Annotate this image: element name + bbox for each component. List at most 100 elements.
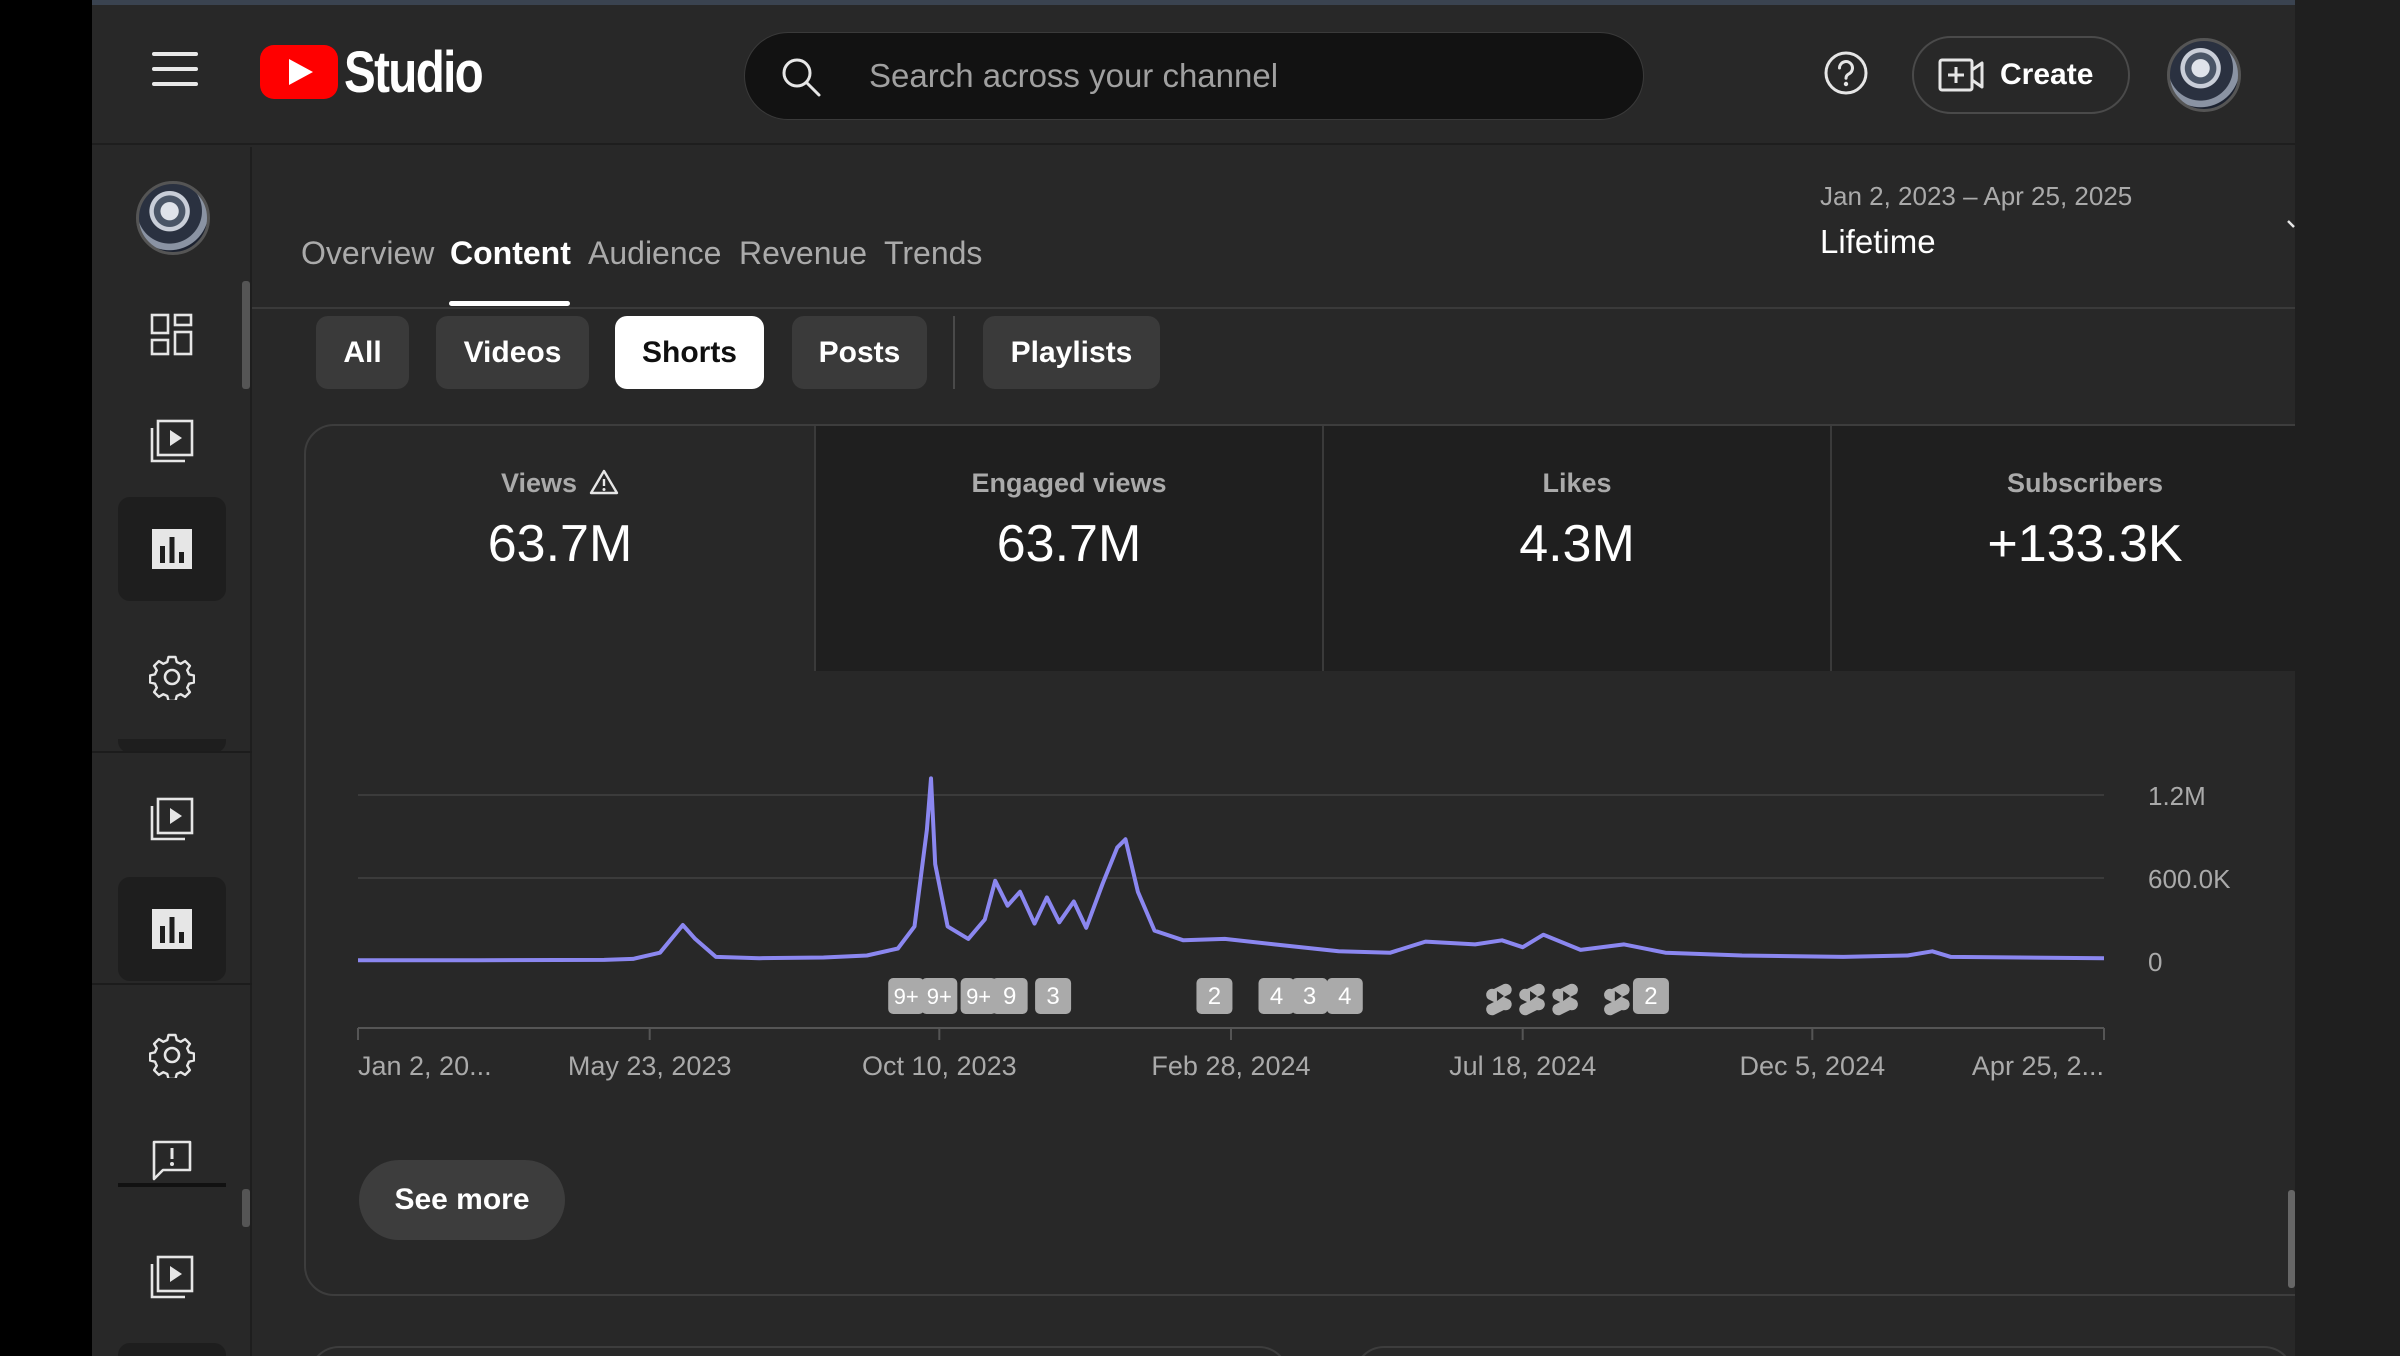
content-scrollbar[interactable] xyxy=(2288,1190,2295,1288)
warning-icon[interactable] xyxy=(589,468,619,496)
create-label: Create xyxy=(2000,58,2094,91)
window-edge xyxy=(2295,0,2400,1356)
upload-marker-label: 2 xyxy=(1208,983,1221,1010)
sidebar-scrollbar[interactable] xyxy=(242,1189,250,1227)
metric-subscribers[interactable]: Subscribers +133.3K xyxy=(1830,426,2295,671)
upload-marker-label: 4 xyxy=(1338,983,1351,1010)
filter-chip-all[interactable]: All xyxy=(316,316,409,389)
logo-text: Studio xyxy=(344,39,484,105)
upload-marker-label: 3 xyxy=(1303,983,1316,1010)
upload-marker[interactable]: 4 xyxy=(1326,978,1363,1014)
upload-marker[interactable]: 3 xyxy=(1291,978,1328,1014)
filter-chip-videos[interactable]: Videos xyxy=(436,316,589,389)
see-more-button[interactable]: See more xyxy=(359,1160,565,1240)
metric-value: 63.7M xyxy=(996,515,1142,573)
date-period-selector[interactable]: Lifetime xyxy=(1820,223,1936,260)
metric-value: +133.3K xyxy=(1987,515,2183,573)
metrics-card: Views 63.7M Engaged views 63.7M Likes 4.… xyxy=(304,424,2295,1296)
metric-views[interactable]: Views 63.7M xyxy=(306,426,814,671)
channel-avatar[interactable] xyxy=(136,181,210,255)
metric-label: Views xyxy=(306,468,814,499)
upload-marker-label: 9+ xyxy=(894,984,919,1009)
shorts-icon[interactable] xyxy=(1519,983,1545,1016)
shorts-icon[interactable] xyxy=(1552,983,1578,1016)
next-card-edge xyxy=(1354,1346,2294,1356)
settings-icon xyxy=(149,1033,195,1078)
sidebar-section-edge xyxy=(118,1343,226,1356)
upload-marker[interactable]: 9+ xyxy=(960,978,997,1014)
filter-chip-shorts[interactable]: Shorts xyxy=(615,316,764,389)
menu-icon[interactable] xyxy=(152,52,198,92)
filter-chip-posts[interactable]: Posts xyxy=(792,316,927,389)
upload-marker[interactable]: 9+ xyxy=(888,978,925,1014)
upload-marker[interactable]: 9+ xyxy=(921,978,958,1014)
x-tick-label: May 23, 2023 xyxy=(568,1051,732,1081)
x-tick-label: Oct 10, 2023 xyxy=(862,1051,1017,1081)
sidebar-item-content-3[interactable] xyxy=(118,1225,226,1329)
studio-app: Studio Create xyxy=(92,0,2295,1356)
tab-content[interactable]: Content xyxy=(450,235,571,271)
metric-value: 4.3M xyxy=(1519,515,1635,573)
analytics-icon xyxy=(152,529,192,569)
left-sidebar xyxy=(92,147,252,1356)
metric-label: Likes xyxy=(1542,468,1612,498)
upload-marker-label: 9 xyxy=(1003,983,1016,1010)
metric-value: 63.7M xyxy=(487,515,633,573)
upload-marker[interactable]: 2 xyxy=(1196,978,1233,1014)
upload-marker-label: 9+ xyxy=(966,984,991,1009)
shorts-icon[interactable] xyxy=(1486,983,1512,1016)
metric-label: Subscribers xyxy=(2006,468,2164,498)
y-tick-label: 1.2M xyxy=(2148,781,2206,811)
account-avatar[interactable] xyxy=(2167,38,2241,112)
sidebar-section-edge xyxy=(118,739,226,753)
sidebar-item-feedback[interactable] xyxy=(118,1109,226,1213)
next-card-edge xyxy=(309,1346,1289,1356)
upload-marker[interactable]: 2 xyxy=(1632,978,1669,1014)
x-tick-label: Feb 28, 2024 xyxy=(1151,1051,1310,1081)
tab-overview[interactable]: Overview xyxy=(301,235,435,271)
x-tick-label: Apr 25, 2... xyxy=(1972,1051,2104,1081)
tab-audience[interactable]: Audience xyxy=(588,235,722,271)
search-bar[interactable] xyxy=(744,32,1644,120)
tab-trends[interactable]: Trends xyxy=(884,235,983,271)
tab-revenue[interactable]: Revenue xyxy=(739,235,868,271)
x-tick-label: Jul 18, 2024 xyxy=(1449,1051,1596,1081)
date-range-text[interactable]: Jan 2, 2023 – Apr 25, 2025 xyxy=(1820,181,2133,211)
settings-icon xyxy=(149,655,195,700)
x-tick-label: Jan 2, 20... xyxy=(358,1051,492,1081)
help-icon[interactable] xyxy=(1823,50,1869,96)
analytics-icon xyxy=(152,909,192,949)
add-video-icon xyxy=(1938,58,1984,92)
sidebar-item-settings[interactable] xyxy=(118,625,226,729)
chevron-down-icon[interactable] xyxy=(2286,217,2295,233)
youtube-play-icon xyxy=(260,45,338,99)
create-button[interactable]: Create xyxy=(1912,36,2130,114)
dashboard-icon xyxy=(150,313,193,356)
sidebar-item-content[interactable] xyxy=(118,389,226,493)
upload-marker[interactable]: 3 xyxy=(1035,978,1072,1014)
sidebar-divider xyxy=(92,751,252,753)
sidebar-item-analytics[interactable] xyxy=(118,497,226,601)
views-series-line xyxy=(357,776,2105,963)
views-chart[interactable]: 0 600.0K 1.2M Jan 2, 20... May 23, 2023 Oct 1… xyxy=(92,0,2295,1356)
analytics-tabs: Overview Content Audience Revenue Trends… xyxy=(252,147,2295,309)
metric-engaged-views[interactable]: Engaged views 63.7M xyxy=(814,426,1322,671)
metric-likes[interactable]: Likes 4.3M xyxy=(1322,426,1830,671)
filter-chip-playlists[interactable]: Playlists xyxy=(983,316,1160,389)
sidebar-scrollbar[interactable] xyxy=(242,281,250,389)
sidebar-item-dashboard[interactable] xyxy=(118,283,226,387)
sidebar-item-settings-2[interactable] xyxy=(118,1003,226,1107)
shorts-icon[interactable] xyxy=(1604,983,1630,1016)
search-input[interactable] xyxy=(869,33,1589,119)
sidebar-item-content-2[interactable] xyxy=(118,767,226,871)
sidebar-item-analytics-2[interactable] xyxy=(118,877,226,981)
top-header: Studio Create xyxy=(92,0,2295,145)
upload-marker[interactable]: 4 xyxy=(1258,978,1295,1014)
content-icon xyxy=(150,419,194,463)
active-tab-indicator xyxy=(449,301,570,306)
upload-marker[interactable]: 9 xyxy=(991,978,1028,1014)
upload-marker-label: 4 xyxy=(1270,983,1283,1010)
studio-logo[interactable]: Studio xyxy=(260,40,512,105)
upload-marker-label: 3 xyxy=(1046,983,1059,1010)
filter-divider xyxy=(953,316,955,389)
